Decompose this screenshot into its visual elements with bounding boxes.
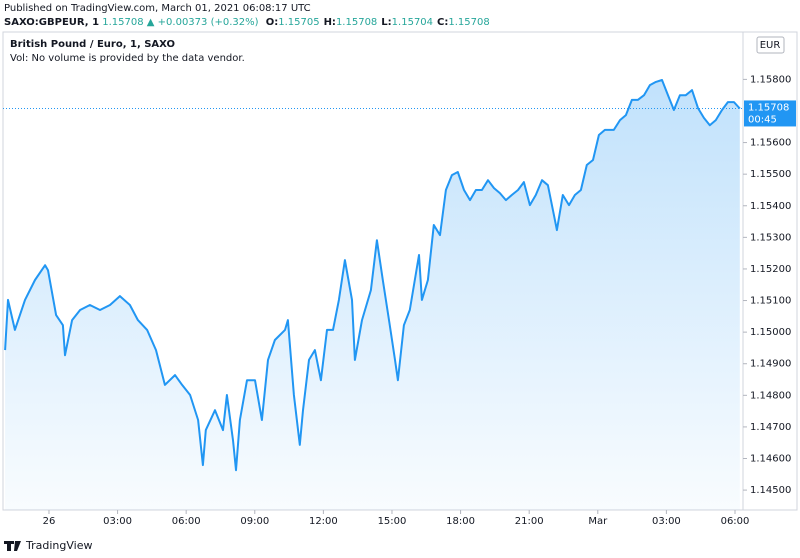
symbol-line: SAXO:GBPEUR, 1 1.15708 ▲ +0.00373 (+0.32… <box>4 17 490 28</box>
y-tick-label: 1.15500 <box>750 169 791 180</box>
y-tick-label: 1.14900 <box>750 359 791 370</box>
ohlc-label: O: <box>266 17 279 28</box>
y-tick-label: 1.15300 <box>750 232 791 243</box>
y-tick-label: 1.15400 <box>750 201 791 212</box>
x-tick-label: 06:00 <box>721 516 750 527</box>
ohlc-value: 1.15708 <box>336 17 377 28</box>
last: 1.15708 <box>102 17 143 28</box>
ohlc-value: 1.15705 <box>278 17 319 28</box>
subtitle: Vol: No volume is provided by the data v… <box>10 53 245 64</box>
published: Published on TradingView.com, March 01, … <box>4 3 311 14</box>
price-line <box>4 79 741 472</box>
currency: EUR <box>760 40 781 51</box>
x-tick-label: Mar <box>588 516 608 527</box>
ohlc-value: 1.15704 <box>392 17 433 28</box>
last-price-box <box>744 100 796 127</box>
countdown: 00:45 <box>748 114 777 125</box>
y-tick-label: 1.15800 <box>750 74 791 85</box>
arrow: ▲ <box>147 17 155 28</box>
x-tick-label: 12:00 <box>309 516 338 527</box>
y-tick-label: 1.15100 <box>750 296 791 307</box>
x-tick-label: 26 <box>43 516 56 527</box>
y-tick-label: 1.14800 <box>750 390 791 401</box>
last-price-label: 1.15708 <box>748 102 789 113</box>
ohlc-label: H: <box>324 17 336 28</box>
chart-title: British Pound / Euro, 1, SAXO <box>10 39 175 50</box>
symbol: SAXO:GBPEUR, 1 <box>4 17 99 28</box>
brand: TradingView <box>25 539 92 552</box>
x-tick-label: 06:00 <box>172 516 201 527</box>
x-tick-label: 15:00 <box>378 516 407 527</box>
x-tick-label: 09:00 <box>240 516 269 527</box>
ohlc-label: C: <box>437 17 448 28</box>
y-tick-label: 1.15600 <box>750 138 791 149</box>
x-tick-label: 18:00 <box>446 516 475 527</box>
area-fill <box>5 80 740 510</box>
y-tick-label: 1.14500 <box>750 485 791 496</box>
ohlc-label: L: <box>381 17 391 28</box>
x-tick-label: 21:00 <box>515 516 544 527</box>
currency-box <box>756 36 785 54</box>
y-tick-label: 1.14700 <box>750 422 791 433</box>
y-tick-label: 1.14600 <box>750 454 791 465</box>
y-tick-label: 1.15000 <box>750 327 791 338</box>
y-tick-label: 1.15200 <box>750 264 791 275</box>
x-tick-label: 03:00 <box>652 516 681 527</box>
ohlc: O:1.15705 H:1.15708 L:1.15704 C:1.15708 <box>266 17 490 28</box>
x-tick-label: 03:00 <box>103 516 132 527</box>
ohlc-value: 1.15708 <box>448 17 489 28</box>
brand-logo <box>4 541 21 551</box>
change: +0.00373 (+0.32%) <box>158 17 259 28</box>
